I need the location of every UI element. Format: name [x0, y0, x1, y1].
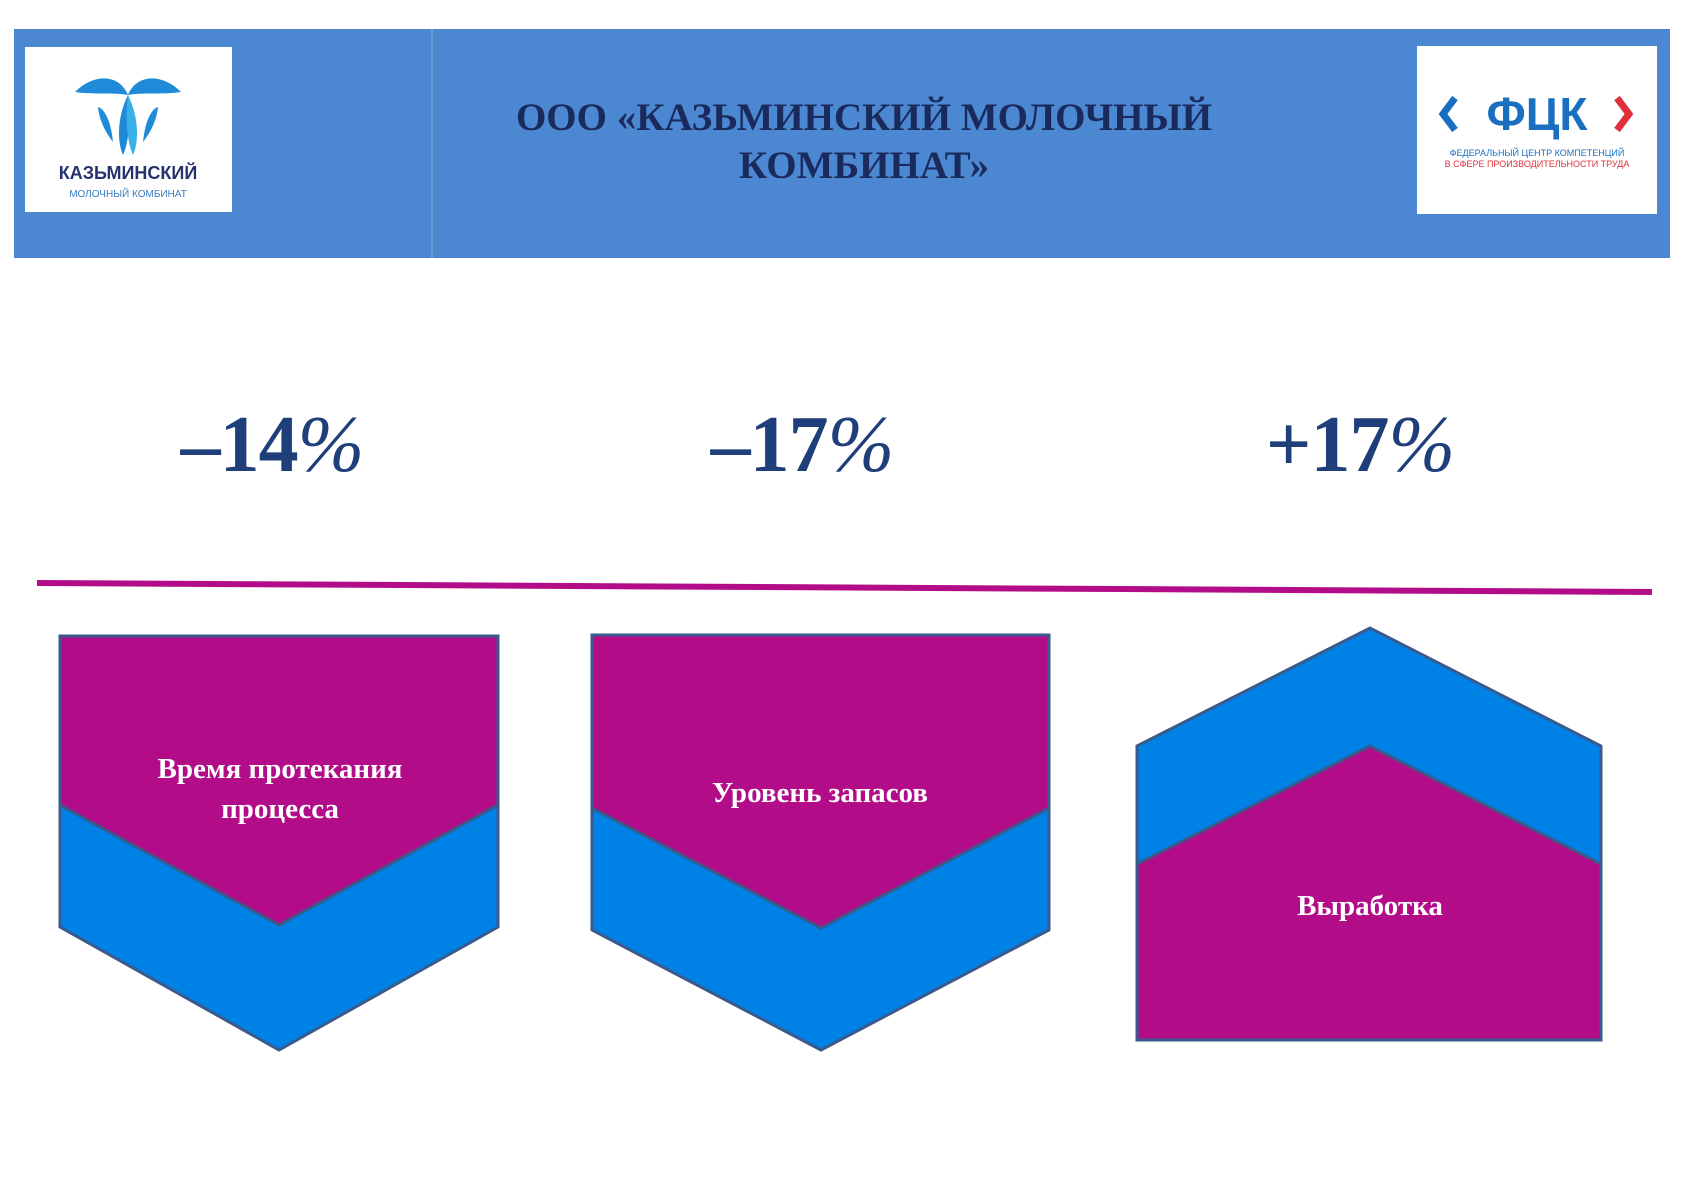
kazminsky-logo: КАЗЬМИНСКИЙ МОЛОЧНЫЙ КОМБИНАТ: [25, 47, 232, 212]
fck-logo-subtitle-2: В СФЕРЕ ПРОИЗВОДИТЕЛЬНОСТИ ТРУДА: [1445, 159, 1630, 169]
label-line: Выработка: [1297, 890, 1443, 922]
page-title: ООО «КАЗЬМИНСКИЙ МОЛОЧНЫЙ КОМБИНАТ»: [434, 94, 1294, 190]
header-banner: КАЗЬМИНСКИЙ МОЛОЧНЫЙ КОМБИНАТ ООО «КАЗЬМ…: [14, 29, 1670, 258]
kazminsky-logo-subtitle: МОЛОЧНЫЙ КОМБИНАТ: [69, 187, 187, 200]
fck-logo-subtitle-1: ФЕДЕРАЛЬНЫЙ ЦЕНТР КОМПЕТЕНЦИЙ: [1450, 147, 1625, 158]
fck-logo-name: ФЦК: [1487, 88, 1589, 140]
fck-logo-icon: ФЦК ФЕДЕРАЛЬНЫЙ ЦЕНТР КОМПЕТЕНЦИЙ В СФЕР…: [1438, 88, 1634, 169]
metric-percent: %: [827, 401, 895, 489]
down-arrow-inventory: [590, 633, 1051, 1052]
fck-logo: ФЦК ФЕДЕРАЛЬНЫЙ ЦЕНТР КОМПЕТЕНЦИЙ В СФЕР…: [1417, 46, 1657, 214]
page-title-line1: ООО «КАЗЬМИНСКИЙ МОЛОЧНЫЙ: [515, 96, 1213, 139]
down-arrow-process-time: [58, 634, 500, 1052]
kazminsky-logo-icon: КАЗЬМИНСКИЙ МОЛОЧНЫЙ КОМБИНАТ: [59, 78, 198, 200]
label-output: Выработка: [1170, 886, 1570, 926]
metric-value-output: +17%: [1200, 400, 1520, 490]
label-line: Уровень запасов: [712, 777, 928, 809]
label-process-time: Время протекания процесса: [90, 749, 470, 829]
metric-value-process-time: –14%: [112, 400, 432, 490]
page-title-line2: КОМБИНАТ»: [738, 144, 990, 187]
label-line: процесса: [221, 793, 339, 825]
metric-number: +17: [1265, 401, 1390, 489]
kazminsky-logo-name: КАЗЬМИНСКИЙ: [59, 162, 198, 183]
metric-percent: %: [297, 401, 365, 489]
metric-number: –17: [710, 401, 829, 489]
metric-value-inventory: –17%: [642, 400, 962, 490]
label-inventory: Уровень запасов: [620, 773, 1020, 813]
up-arrow-output: [1135, 626, 1603, 1042]
label-line: Время протекания: [157, 753, 403, 785]
metric-number: –14: [180, 401, 299, 489]
header-divider: [431, 29, 433, 258]
metric-percent: %: [1388, 401, 1455, 489]
